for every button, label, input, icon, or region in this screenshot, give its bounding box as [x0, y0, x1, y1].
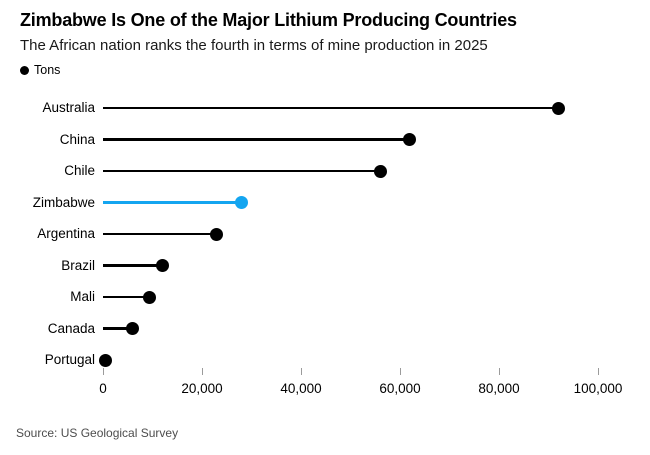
category-label-australia: Australia [42, 100, 95, 115]
category-label-argentina: Argentina [37, 226, 95, 241]
x-axis-tick [202, 368, 203, 375]
x-axis-tick [400, 368, 401, 375]
lollipop-stem-brazil [103, 264, 163, 267]
data-point-brazil [155, 259, 169, 272]
category-label-china: China [59, 131, 95, 147]
x-axis-tick-label: 20,000 [181, 381, 223, 396]
legend-label: Tons [34, 63, 61, 77]
x-axis-tick [301, 368, 302, 375]
x-axis-tick [103, 368, 104, 375]
chart-subtitle: The African nation ranks the fourth in t… [20, 37, 488, 54]
lollipop-stem-china [103, 138, 410, 141]
source-note: Source: US Geological Survey [16, 426, 179, 440]
data-point-zimbabwe [235, 196, 249, 209]
data-point-chile [373, 164, 387, 178]
x-axis-tick-label: 80,000 [478, 381, 520, 396]
category-label-portugal: Portugal [44, 352, 95, 367]
x-axis-tick-label: 60,000 [379, 381, 421, 396]
lollipop-stem-australia [103, 106, 559, 110]
data-point-portugal [98, 353, 112, 367]
category-label-canada: Canada [47, 320, 95, 336]
lollipop-stem-canada [103, 327, 133, 330]
data-point-mali [142, 290, 156, 304]
data-point-canada [126, 322, 140, 335]
chart-title: Zimbabwe Is One of the Major Lithium Pro… [20, 10, 517, 30]
data-point-argentina [210, 227, 224, 241]
x-axis-tick [598, 368, 599, 375]
lollipop-stem-chile [103, 169, 381, 173]
data-point-china [403, 133, 417, 146]
category-label-mali: Mali [70, 289, 95, 304]
lollipop-stem-argentina [103, 232, 217, 236]
data-point-australia [551, 101, 565, 115]
category-label-brazil: Brazil [61, 257, 95, 273]
x-axis-tick-label: 0 [99, 381, 107, 396]
x-axis-tick [499, 368, 500, 375]
x-axis-tick-label: 40,000 [280, 381, 322, 396]
legend-dot-icon [20, 66, 29, 75]
lollipop-stem-mali [103, 295, 150, 299]
category-label-zimbabwe: Zimbabwe [32, 194, 95, 210]
category-label-chile: Chile [64, 163, 95, 178]
lollipop-stem-zimbabwe [103, 201, 242, 204]
x-axis-tick-label: 100,000 [573, 381, 623, 396]
